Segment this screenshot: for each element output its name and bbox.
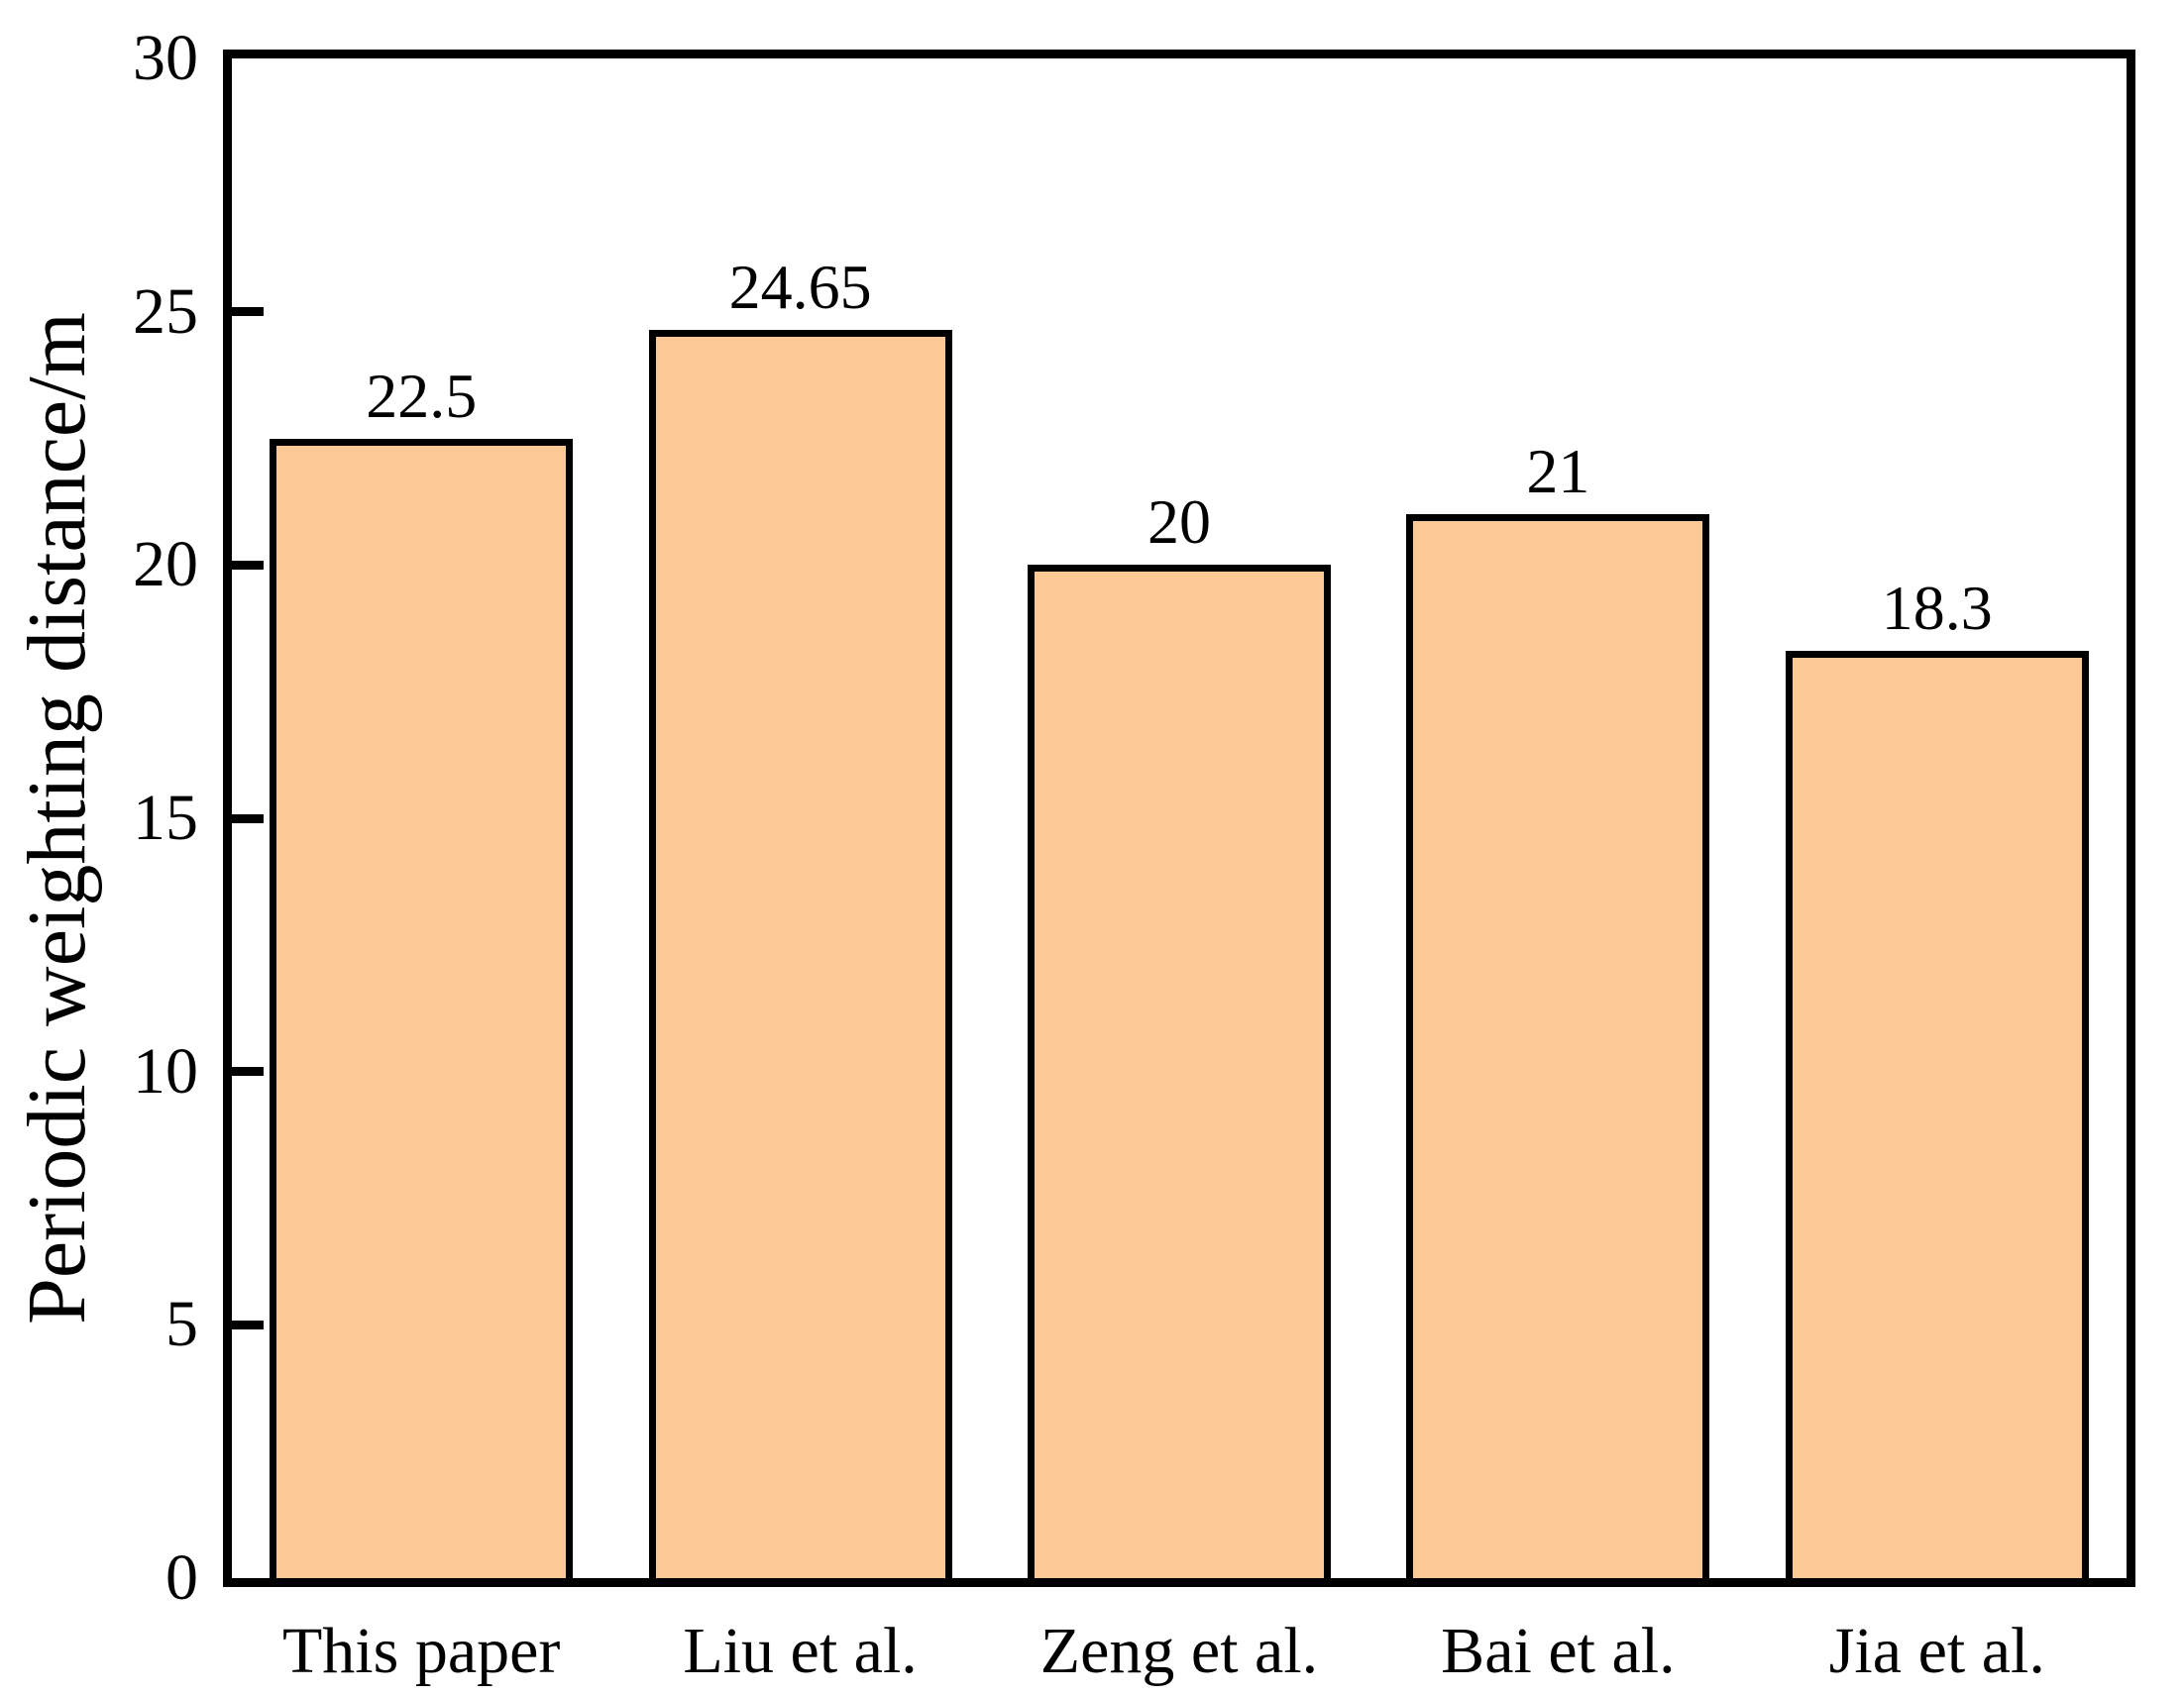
x-axis-label: This paper [281,1615,561,1687]
bar-value-label: 18.3 [1881,573,1993,644]
x-axis-label: Zeng et al. [1039,1615,1319,1687]
x-axis-label: Jia et al. [1828,1615,2045,1687]
y-axis-tick-label: 25 [133,274,198,348]
bar-2 [648,329,952,1578]
bar-1 [270,438,574,1578]
plot-area: 22.5 24.65 20 21 18.3 [223,50,2135,1587]
y-axis-tick [232,813,264,823]
y-axis-tick-label: 5 [165,1288,198,1361]
y-axis-tick-label: 10 [133,1034,198,1108]
bar-5 [1785,651,2089,1578]
y-axis-tick [232,560,264,570]
y-axis-tick-label: 0 [165,1541,198,1614]
bar-value-label: 24.65 [728,251,872,322]
y-axis-tick [232,1320,264,1329]
y-axis-tick-label: 20 [133,528,198,601]
x-axis-label: Bai et al. [1441,1615,1676,1687]
bar-value-label: 20 [1147,486,1211,558]
y-axis-tick-label: 30 [133,22,198,94]
x-axis-label: Liu et al. [683,1615,918,1687]
bar-value-label: 21 [1526,436,1590,507]
y-axis-tick [232,307,264,317]
bar-4 [1406,514,1710,1578]
y-axis-tick [232,1067,264,1077]
y-axis-tick-label: 15 [133,782,198,854]
bar-3 [1028,565,1331,1578]
bar-value-label: 22.5 [366,360,478,431]
